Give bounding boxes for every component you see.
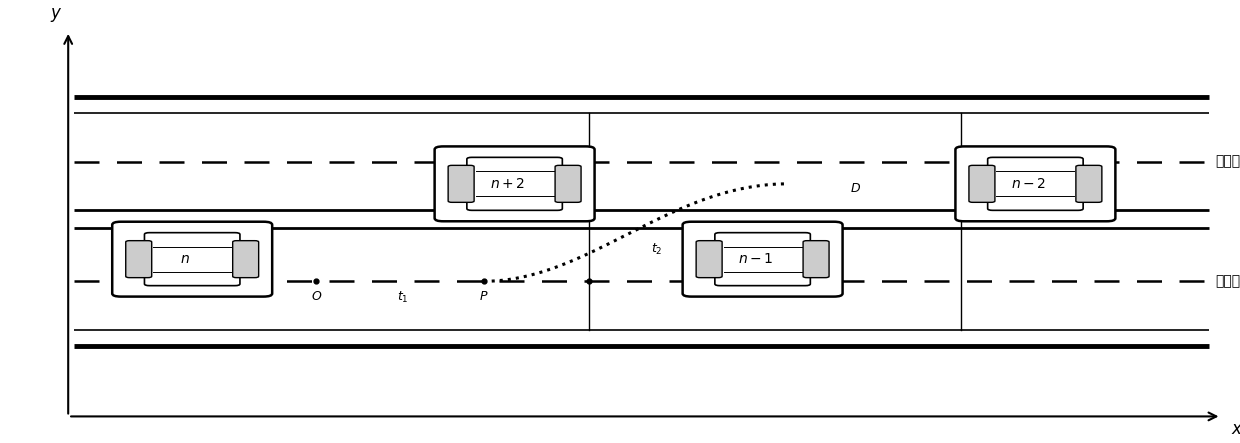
Text: $P$: $P$	[479, 290, 489, 303]
FancyBboxPatch shape	[682, 222, 843, 297]
Text: $x$: $x$	[1231, 421, 1240, 438]
Text: 当前车道: 当前车道	[1215, 274, 1240, 288]
FancyBboxPatch shape	[696, 241, 722, 278]
FancyBboxPatch shape	[144, 233, 241, 286]
FancyBboxPatch shape	[233, 241, 259, 278]
Text: 目标车道: 目标车道	[1215, 155, 1240, 169]
FancyBboxPatch shape	[714, 233, 811, 286]
Text: $t_1$: $t_1$	[397, 290, 409, 305]
Text: $n-2$: $n-2$	[1011, 177, 1045, 191]
FancyBboxPatch shape	[556, 165, 582, 202]
FancyBboxPatch shape	[125, 241, 151, 278]
Text: $D$: $D$	[851, 182, 861, 195]
FancyBboxPatch shape	[112, 222, 273, 297]
Text: $n-1$: $n-1$	[738, 252, 774, 266]
FancyBboxPatch shape	[968, 165, 994, 202]
Text: $O$: $O$	[310, 290, 322, 303]
Text: $n+2$: $n+2$	[490, 177, 525, 191]
Text: $n$: $n$	[180, 252, 190, 266]
FancyBboxPatch shape	[466, 157, 562, 210]
FancyBboxPatch shape	[987, 157, 1084, 210]
FancyBboxPatch shape	[955, 146, 1115, 222]
FancyBboxPatch shape	[434, 146, 594, 222]
Text: $y$: $y$	[50, 6, 62, 24]
FancyBboxPatch shape	[804, 241, 830, 278]
Text: $t_2$: $t_2$	[651, 241, 662, 256]
FancyBboxPatch shape	[448, 165, 474, 202]
FancyBboxPatch shape	[1076, 165, 1102, 202]
